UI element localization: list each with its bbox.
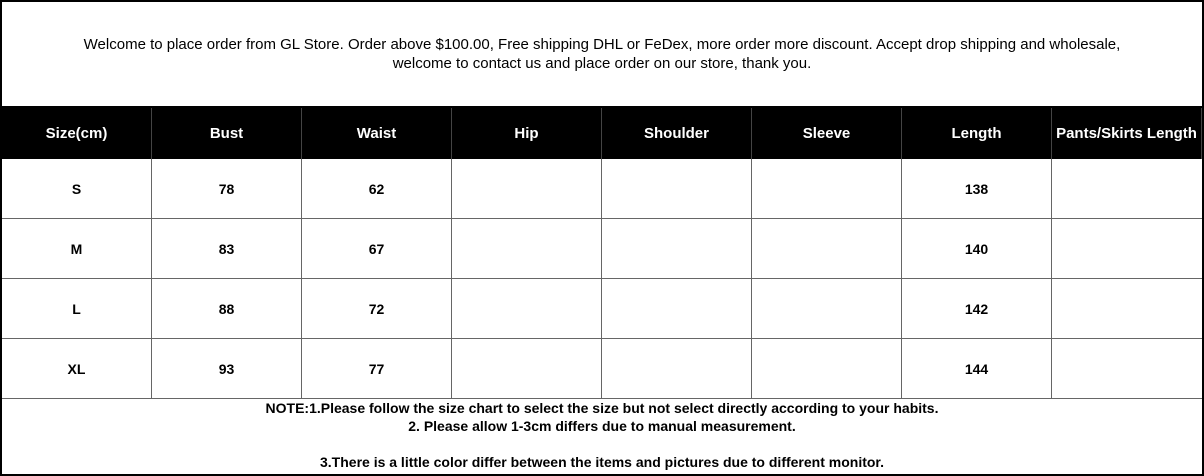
table-cell: 77 xyxy=(302,339,452,399)
table-cell: 142 xyxy=(902,279,1052,339)
empty-cell xyxy=(1052,279,1202,339)
welcome-banner: Welcome to place order from GL Store. Or… xyxy=(2,2,1202,108)
table-cell: M xyxy=(2,219,152,279)
empty-cell xyxy=(752,279,902,339)
table-cell: 62 xyxy=(302,159,452,219)
empty-cell xyxy=(602,339,752,399)
empty-cell xyxy=(452,279,602,339)
empty-cell xyxy=(752,339,902,399)
table-cell: S xyxy=(2,159,152,219)
column-header: Shoulder xyxy=(602,108,752,159)
note-line: 3.There is a little color differ between… xyxy=(320,454,884,470)
column-header: Pants/Skirts Length xyxy=(1052,108,1202,159)
empty-cell xyxy=(602,219,752,279)
column-header: Bust xyxy=(152,108,302,159)
empty-cell xyxy=(602,159,752,219)
table-cell: 138 xyxy=(902,159,1052,219)
notes: NOTE:1.Please follow the size chart to s… xyxy=(2,399,1202,474)
table-cell: 72 xyxy=(302,279,452,339)
welcome-line: welcome to contact us and place order on… xyxy=(392,55,812,72)
table-cell: 93 xyxy=(152,339,302,399)
table-cell: L xyxy=(2,279,152,339)
column-header: Length xyxy=(902,108,1052,159)
empty-cell xyxy=(602,279,752,339)
table-cell: 144 xyxy=(902,339,1052,399)
empty-cell xyxy=(452,159,602,219)
empty-cell xyxy=(1052,339,1202,399)
empty-cell xyxy=(752,159,902,219)
column-header: Sleeve xyxy=(752,108,902,159)
table-cell: 140 xyxy=(902,219,1052,279)
table-cell: 67 xyxy=(302,219,452,279)
note-line: NOTE:1.Please follow the size chart to s… xyxy=(265,400,939,416)
column-header: Size(cm) xyxy=(2,108,152,159)
empty-cell xyxy=(452,339,602,399)
welcome-line: Welcome to place order from GL Store. Or… xyxy=(83,36,1121,53)
empty-cell xyxy=(1052,159,1202,219)
note-line: 2. Please allow 1-3cm differs due to man… xyxy=(408,418,796,434)
table-cell: 83 xyxy=(152,219,302,279)
column-header: Hip xyxy=(452,108,602,159)
column-header: Waist xyxy=(302,108,452,159)
empty-cell xyxy=(452,219,602,279)
table-cell: 88 xyxy=(152,279,302,339)
empty-cell xyxy=(752,219,902,279)
table-cell: 78 xyxy=(152,159,302,219)
table-cell: XL xyxy=(2,339,152,399)
empty-cell xyxy=(1052,219,1202,279)
